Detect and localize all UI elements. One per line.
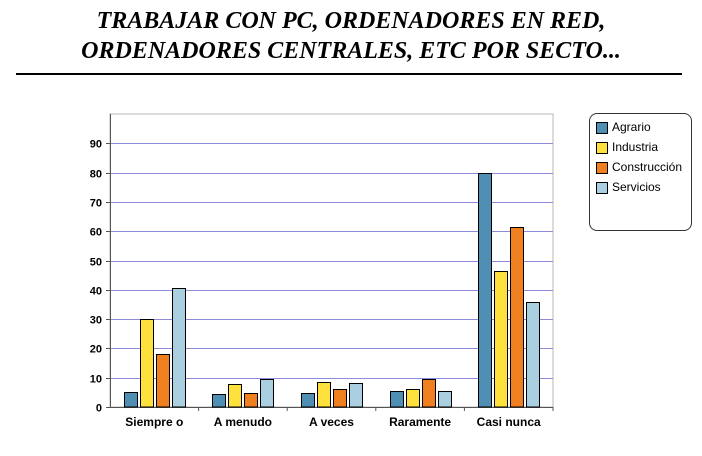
legend-item-industria: Industria <box>596 140 687 154</box>
x-tick-label: Casi nunca <box>477 415 541 429</box>
legend-label-servicios: Servicios <box>612 180 661 194</box>
legend-swatch-industria <box>596 142 608 154</box>
bar-agrario-2 <box>212 394 226 408</box>
bar-construccion-4 <box>422 379 436 408</box>
bar-servicios-5 <box>526 302 540 408</box>
legend-label-industria: Industria <box>612 140 659 154</box>
bar-servicios-3 <box>349 383 363 408</box>
legend-item-construccion: Construcción <box>596 160 687 174</box>
title-underline <box>16 73 682 75</box>
y-tick-label: 20 <box>90 344 102 356</box>
bar-industria-1 <box>140 319 154 408</box>
bar-servicios-4 <box>438 391 452 408</box>
y-tick-label: 40 <box>90 286 102 298</box>
y-tick-label: 80 <box>90 169 102 181</box>
bar-construccion-1 <box>156 354 170 408</box>
y-tick-label: 10 <box>90 374 102 386</box>
x-tick-label: A veces <box>309 415 354 429</box>
y-tick-label: 70 <box>90 198 102 210</box>
bar-servicios-1 <box>172 288 186 408</box>
x-tick-label: Raramente <box>389 415 451 429</box>
legend-label-construccion: Construcción <box>612 160 683 174</box>
chart-title-line-1: TRABAJAR CON PC, ORDENADORES EN RED, <box>96 8 606 34</box>
chart-title: TRABAJAR CON PC, ORDENADORES EN RED, ORD… <box>0 6 702 66</box>
bar-construccion-5 <box>510 227 524 408</box>
y-tick-label: 30 <box>90 315 102 327</box>
y-tick-label: 60 <box>90 227 102 239</box>
legend-swatch-servicios <box>596 182 608 194</box>
chart-legend: Agrario Industria Construcción Servicios <box>589 113 692 231</box>
legend-item-servicios: Servicios <box>596 180 687 194</box>
legend-swatch-construccion <box>596 162 608 174</box>
chart-title-line-2: ORDENADORES CENTRALES, ETC POR SECTO... <box>81 38 621 64</box>
bar-industria-5 <box>494 271 508 408</box>
bar-construccion-2 <box>244 393 258 408</box>
legend-label-agrario: Agrario <box>612 120 651 134</box>
y-tick-label: 90 <box>90 139 102 151</box>
legend-swatch-agrario <box>596 122 608 134</box>
y-tick-label: 50 <box>90 257 102 269</box>
bar-agrario-1 <box>124 392 138 408</box>
bar-agrario-4 <box>390 391 404 408</box>
bar-industria-4 <box>406 389 420 408</box>
legend-item-agrario: Agrario <box>596 120 687 134</box>
x-tick-label: Siempre o <box>125 415 183 429</box>
bar-industria-2 <box>228 384 242 408</box>
x-tick-label: A menudo <box>214 415 272 429</box>
bar-agrario-5 <box>478 173 492 408</box>
bar-agrario-3 <box>301 393 315 408</box>
y-tick-label: 0 <box>96 403 102 415</box>
bar-servicios-2 <box>260 379 274 408</box>
bar-industria-3 <box>317 382 331 408</box>
bar-construccion-3 <box>333 389 347 408</box>
